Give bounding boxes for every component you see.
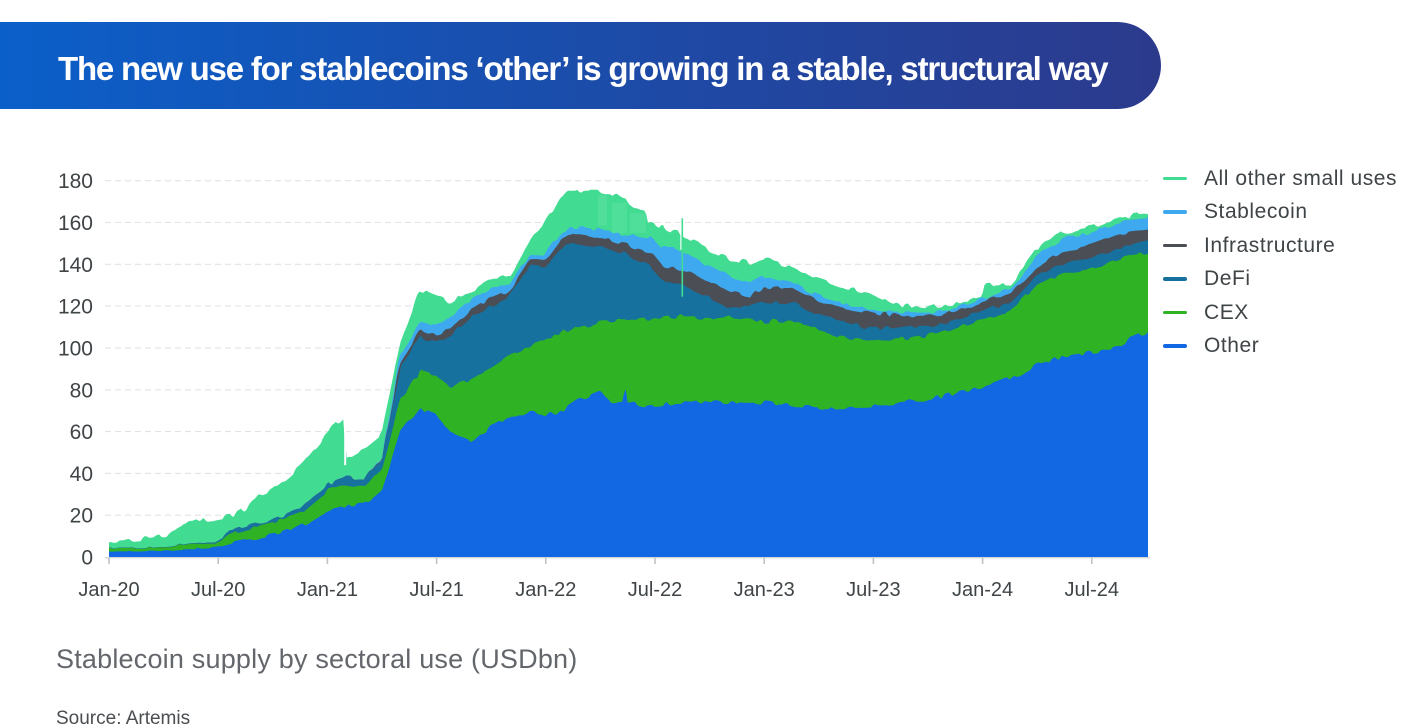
svg-text:60: 60 [70,421,93,444]
svg-text:Jul-24: Jul-24 [1065,579,1119,601]
svg-text:100: 100 [58,337,93,360]
svg-text:Jul-22: Jul-22 [628,579,682,601]
svg-text:80: 80 [70,379,93,402]
svg-text:Jul-21: Jul-21 [409,579,463,601]
svg-text:160: 160 [58,212,93,235]
svg-text:180: 180 [58,170,93,193]
svg-text:Jan-22: Jan-22 [515,579,576,601]
svg-text:Jan-21: Jan-21 [297,579,358,601]
svg-text:Jul-23: Jul-23 [846,579,900,601]
svg-text:0: 0 [81,547,93,570]
svg-text:40: 40 [70,463,93,486]
svg-text:140: 140 [58,254,93,277]
svg-text:Jul-20: Jul-20 [191,579,245,601]
svg-text:Jan-24: Jan-24 [952,579,1013,601]
svg-text:Jan-23: Jan-23 [734,579,795,601]
svg-text:120: 120 [58,296,93,319]
svg-text:20: 20 [70,505,93,528]
svg-text:Jan-20: Jan-20 [78,579,139,601]
